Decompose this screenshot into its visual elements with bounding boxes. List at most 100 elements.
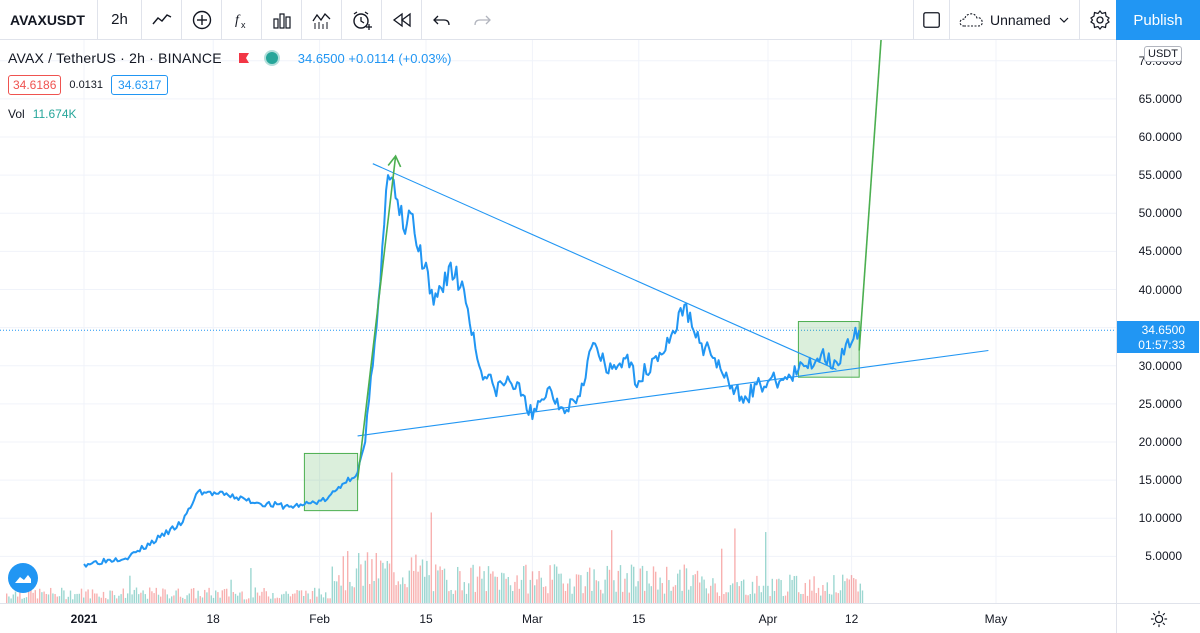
- arrow-annotations[interactable]: [356, 40, 888, 481]
- volume-bar: [538, 570, 540, 603]
- select-layout-button[interactable]: [914, 0, 950, 40]
- currency-badge[interactable]: USDT: [1144, 46, 1182, 62]
- volume-bar: [285, 591, 287, 603]
- volume-bar: [404, 583, 406, 603]
- trendline[interactable]: [357, 349, 989, 437]
- sell-price-button[interactable]: 34.6186: [8, 75, 62, 95]
- volume-bar: [575, 574, 578, 603]
- volume-bar: [593, 569, 595, 603]
- trendline[interactable]: [372, 163, 837, 371]
- volume-bar: [415, 554, 417, 603]
- volume-bar: [179, 596, 182, 603]
- volume-bar: [564, 590, 567, 603]
- undo-icon: [433, 15, 450, 25]
- volume-bar: [692, 575, 694, 603]
- volume-bar: [344, 590, 347, 603]
- volume-bar: [175, 590, 177, 603]
- volume-bar: [771, 578, 773, 603]
- price-chart[interactable]: [0, 40, 1116, 603]
- volume-bar: [30, 587, 32, 603]
- current-price-value: 34.6500: [1141, 323, 1185, 338]
- volume-bar: [516, 575, 518, 603]
- redo-button[interactable]: [462, 0, 502, 40]
- volume-bar: [283, 593, 285, 603]
- arrow-line[interactable]: [356, 155, 397, 481]
- add-indicator-icon: [192, 10, 211, 29]
- legend-symbol[interactable]: AVAX / TetherUS · 2h · BINANCE: [8, 50, 222, 66]
- volume-bar: [195, 598, 197, 603]
- volume-bar: [215, 590, 217, 603]
- volume-bar: [166, 594, 168, 603]
- undo-button[interactable]: [422, 0, 462, 40]
- settings-button[interactable]: [1080, 0, 1120, 40]
- volume-bar: [747, 595, 749, 603]
- rectangle-annotations[interactable]: [303, 321, 860, 512]
- volume-bar: [327, 598, 329, 603]
- volume-bar: [355, 568, 358, 603]
- volume-bar: [19, 592, 21, 603]
- volume-bar: [250, 568, 252, 603]
- arrow-line[interactable]: [858, 40, 882, 351]
- cloud-logo-icon: [15, 575, 31, 583]
- volume-bar: [8, 596, 10, 603]
- volume-bar: [419, 565, 421, 603]
- volume-bar: [483, 571, 485, 603]
- volume-bar: [83, 597, 85, 603]
- alert-button[interactable]: [342, 0, 382, 40]
- gear-icon: [1089, 9, 1110, 30]
- symbol-search-button[interactable]: AVAXUSDT: [0, 0, 98, 40]
- volume-bar: [740, 580, 743, 603]
- time-axis-label: 12: [844, 612, 859, 626]
- price-axis-label: 30.0000: [1138, 358, 1182, 373]
- templates-button[interactable]: [302, 0, 342, 40]
- volume-bar: [349, 581, 351, 603]
- volume-bar: [831, 594, 833, 603]
- add-indicator-button[interactable]: [182, 0, 222, 40]
- volume-bar: [259, 595, 261, 603]
- volume-bar: [712, 578, 714, 603]
- layout-square-icon: [922, 11, 940, 28]
- volume-bar: [663, 593, 666, 603]
- volume-bar: [173, 595, 175, 603]
- volume-bar: [822, 585, 824, 603]
- volume-bar: [769, 596, 771, 603]
- time-axis[interactable]: 2021 18 Feb 15 Mar 15 Apr 12 May: [0, 603, 1116, 633]
- axis-settings-button[interactable]: [1116, 603, 1200, 633]
- publish-button[interactable]: Publish: [1116, 0, 1200, 40]
- price-axis-label: 10.0000: [1138, 511, 1182, 526]
- volume-bar: [540, 577, 542, 603]
- volume-bar: [241, 591, 243, 603]
- volume-bar: [683, 564, 685, 603]
- tradingview-logo[interactable]: [8, 563, 38, 593]
- volume-bar: [802, 593, 804, 603]
- interval-button[interactable]: 2h: [98, 0, 142, 40]
- volume-bar: [756, 575, 758, 603]
- volume-bar: [531, 571, 534, 603]
- volume-bar: [443, 568, 446, 603]
- volume-bar: [450, 589, 452, 603]
- volume-bar: [804, 582, 806, 603]
- volume-bar: [380, 560, 382, 603]
- volume-value: 11.674K: [32, 107, 77, 121]
- flag-icon[interactable]: [238, 52, 250, 64]
- volume-bar: [366, 552, 369, 603]
- volume-bar: [34, 590, 36, 603]
- volume-bar: [61, 587, 63, 603]
- replay-button[interactable]: [382, 0, 422, 40]
- market-status-icon: [263, 50, 280, 66]
- volume-bars: [6, 472, 864, 603]
- layout-name-dropdown[interactable]: Unnamed: [950, 0, 1080, 40]
- volume-bar: [426, 560, 428, 603]
- buy-price-button[interactable]: 34.6317: [111, 75, 169, 95]
- volume-bar: [604, 579, 606, 603]
- volume-bar: [270, 598, 272, 603]
- volume-bar: [25, 597, 28, 603]
- volume-bar: [168, 598, 171, 603]
- trendline-annotations[interactable]: [357, 163, 989, 437]
- volume-bar: [129, 575, 131, 603]
- compare-button[interactable]: [262, 0, 302, 40]
- chart-style-button[interactable]: [142, 0, 182, 40]
- volume-bar: [602, 593, 604, 603]
- volume-label: Vol: [8, 107, 25, 121]
